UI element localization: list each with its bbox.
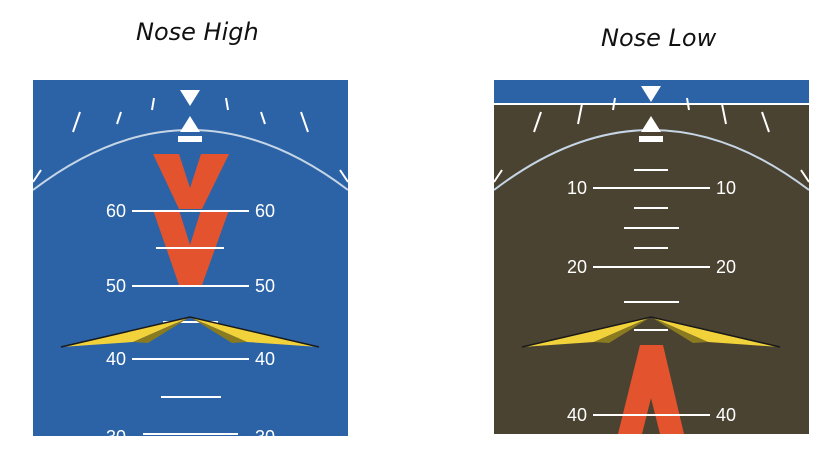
pitch-label-left: 20 [567, 257, 587, 277]
pitch-label-left: 60 [106, 201, 126, 221]
caption-nose-low: Nose Low [601, 24, 717, 52]
roll-pointer-triangle [641, 116, 661, 132]
attitude-indicator-nose-high: 60 60 50 50 40 40 30 30 [33, 80, 348, 436]
pitch-label-left: 50 [106, 276, 126, 296]
attitude-display-nose-low: 10 10 20 20 40 40 [494, 80, 809, 434]
roll-tick [33, 169, 42, 183]
roll-tick [612, 97, 616, 111]
roll-index-pointer [180, 90, 200, 106]
roll-tick [116, 111, 122, 125]
pitch-label-right: 50 [255, 276, 275, 296]
pitch-up-chevron [618, 345, 684, 434]
roll-tick [686, 97, 690, 111]
roll-tick [151, 97, 155, 111]
aircraft-symbol [60, 316, 320, 348]
roll-tick [577, 103, 583, 125]
roll-tick [339, 169, 348, 183]
attitude-display-nose-high: 60 60 50 50 40 40 30 30 [33, 80, 348, 436]
slip-skid-indicator [639, 136, 663, 142]
caption-nose-high: Nose High [136, 18, 259, 46]
roll-tick [494, 169, 503, 183]
roll-pointer-triangle [180, 116, 200, 132]
pitch-down-chevron [153, 154, 229, 209]
pitch-label-right: 10 [716, 178, 736, 198]
pitch-label-left: 40 [567, 405, 587, 425]
roll-tick [800, 169, 809, 183]
roll-tick [533, 111, 542, 133]
roll-tick [72, 111, 81, 133]
pitch-label-left: 40 [106, 349, 126, 369]
pitch-label-right: 20 [716, 257, 736, 277]
roll-tick [721, 103, 727, 125]
slip-skid-indicator [178, 136, 202, 142]
roll-tick [225, 97, 229, 111]
pitch-label-right: 40 [716, 405, 736, 425]
pitch-label-left: 10 [567, 178, 587, 198]
roll-index-pointer [641, 86, 661, 102]
pitch-label-left: 30 [106, 427, 126, 436]
attitude-indicator-nose-low: 10 10 20 20 40 40 [494, 80, 809, 434]
roll-tick [260, 111, 266, 125]
roll-tick [761, 111, 770, 133]
roll-tick [300, 111, 309, 133]
pitch-label-right: 30 [255, 427, 275, 436]
pitch-label-right: 40 [255, 349, 275, 369]
aircraft-symbol [521, 316, 781, 348]
pitch-label-right: 60 [255, 201, 275, 221]
